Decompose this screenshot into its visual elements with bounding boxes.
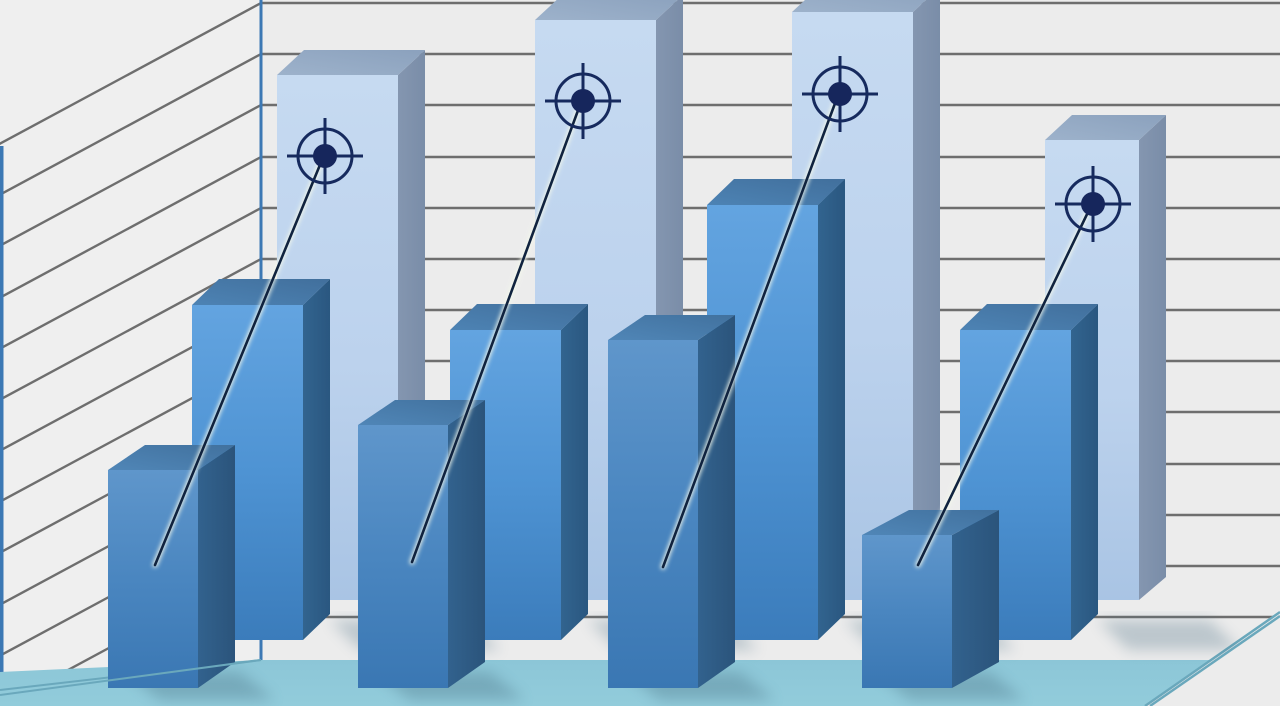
bar-side-face — [952, 510, 999, 688]
bar-top-face — [1045, 115, 1166, 140]
bar-front-face — [608, 340, 698, 688]
bar-front-face — [862, 535, 952, 688]
bar-row-front — [108, 315, 1025, 700]
bar-front-3[interactable] — [608, 315, 735, 688]
bar-front-face — [358, 425, 448, 688]
crosshair-ring — [554, 72, 612, 130]
bar-front-2[interactable] — [358, 400, 485, 688]
bar-top-face — [535, 0, 678, 20]
bar-side-face — [913, 0, 940, 600]
target-marker-4[interactable] — [1055, 166, 1131, 242]
target-markers — [287, 56, 1131, 242]
bar-side-face — [303, 279, 330, 640]
crosshair-center-dot — [571, 89, 595, 113]
bar-top-face — [277, 50, 425, 75]
crosshair-ring — [296, 127, 354, 185]
crosshair-ring — [811, 65, 869, 123]
bar-side-face — [698, 315, 735, 688]
bar-top-face — [450, 304, 588, 330]
crosshair-center-dot — [828, 82, 852, 106]
bar-top-face — [707, 179, 845, 205]
bar-top-face — [192, 279, 330, 305]
bar-front-4[interactable] — [862, 510, 999, 688]
bar-side-face — [448, 400, 485, 688]
bar-side-face — [561, 304, 588, 640]
bar-front-1[interactable] — [108, 445, 235, 688]
floor-right-edge — [1144, 610, 1280, 706]
crosshair-ring — [1064, 175, 1122, 233]
bar-side-face — [1139, 115, 1166, 600]
target-marker-3[interactable] — [802, 56, 878, 132]
trend-lines — [152, 95, 1093, 570]
bar-top-face — [960, 304, 1098, 330]
bar-side-face-2 — [818, 179, 845, 640]
target-marker-2[interactable] — [545, 63, 621, 139]
bar-top-face — [608, 315, 735, 340]
crosshair-center-dot — [313, 144, 337, 168]
bar-side-face — [198, 445, 235, 688]
target-marker-1[interactable] — [287, 118, 363, 194]
crosshair-center-dot — [1081, 192, 1105, 216]
bar-side-face — [1071, 304, 1098, 640]
bar-front-face — [108, 470, 198, 688]
floor-left-edge-top — [0, 659, 262, 696]
bar-top-face — [358, 400, 485, 425]
bar-top-face — [862, 510, 999, 535]
floor-right-edge-top — [1149, 614, 1280, 706]
trend-line-core — [153, 96, 1092, 569]
bar-top-face — [792, 0, 926, 12]
